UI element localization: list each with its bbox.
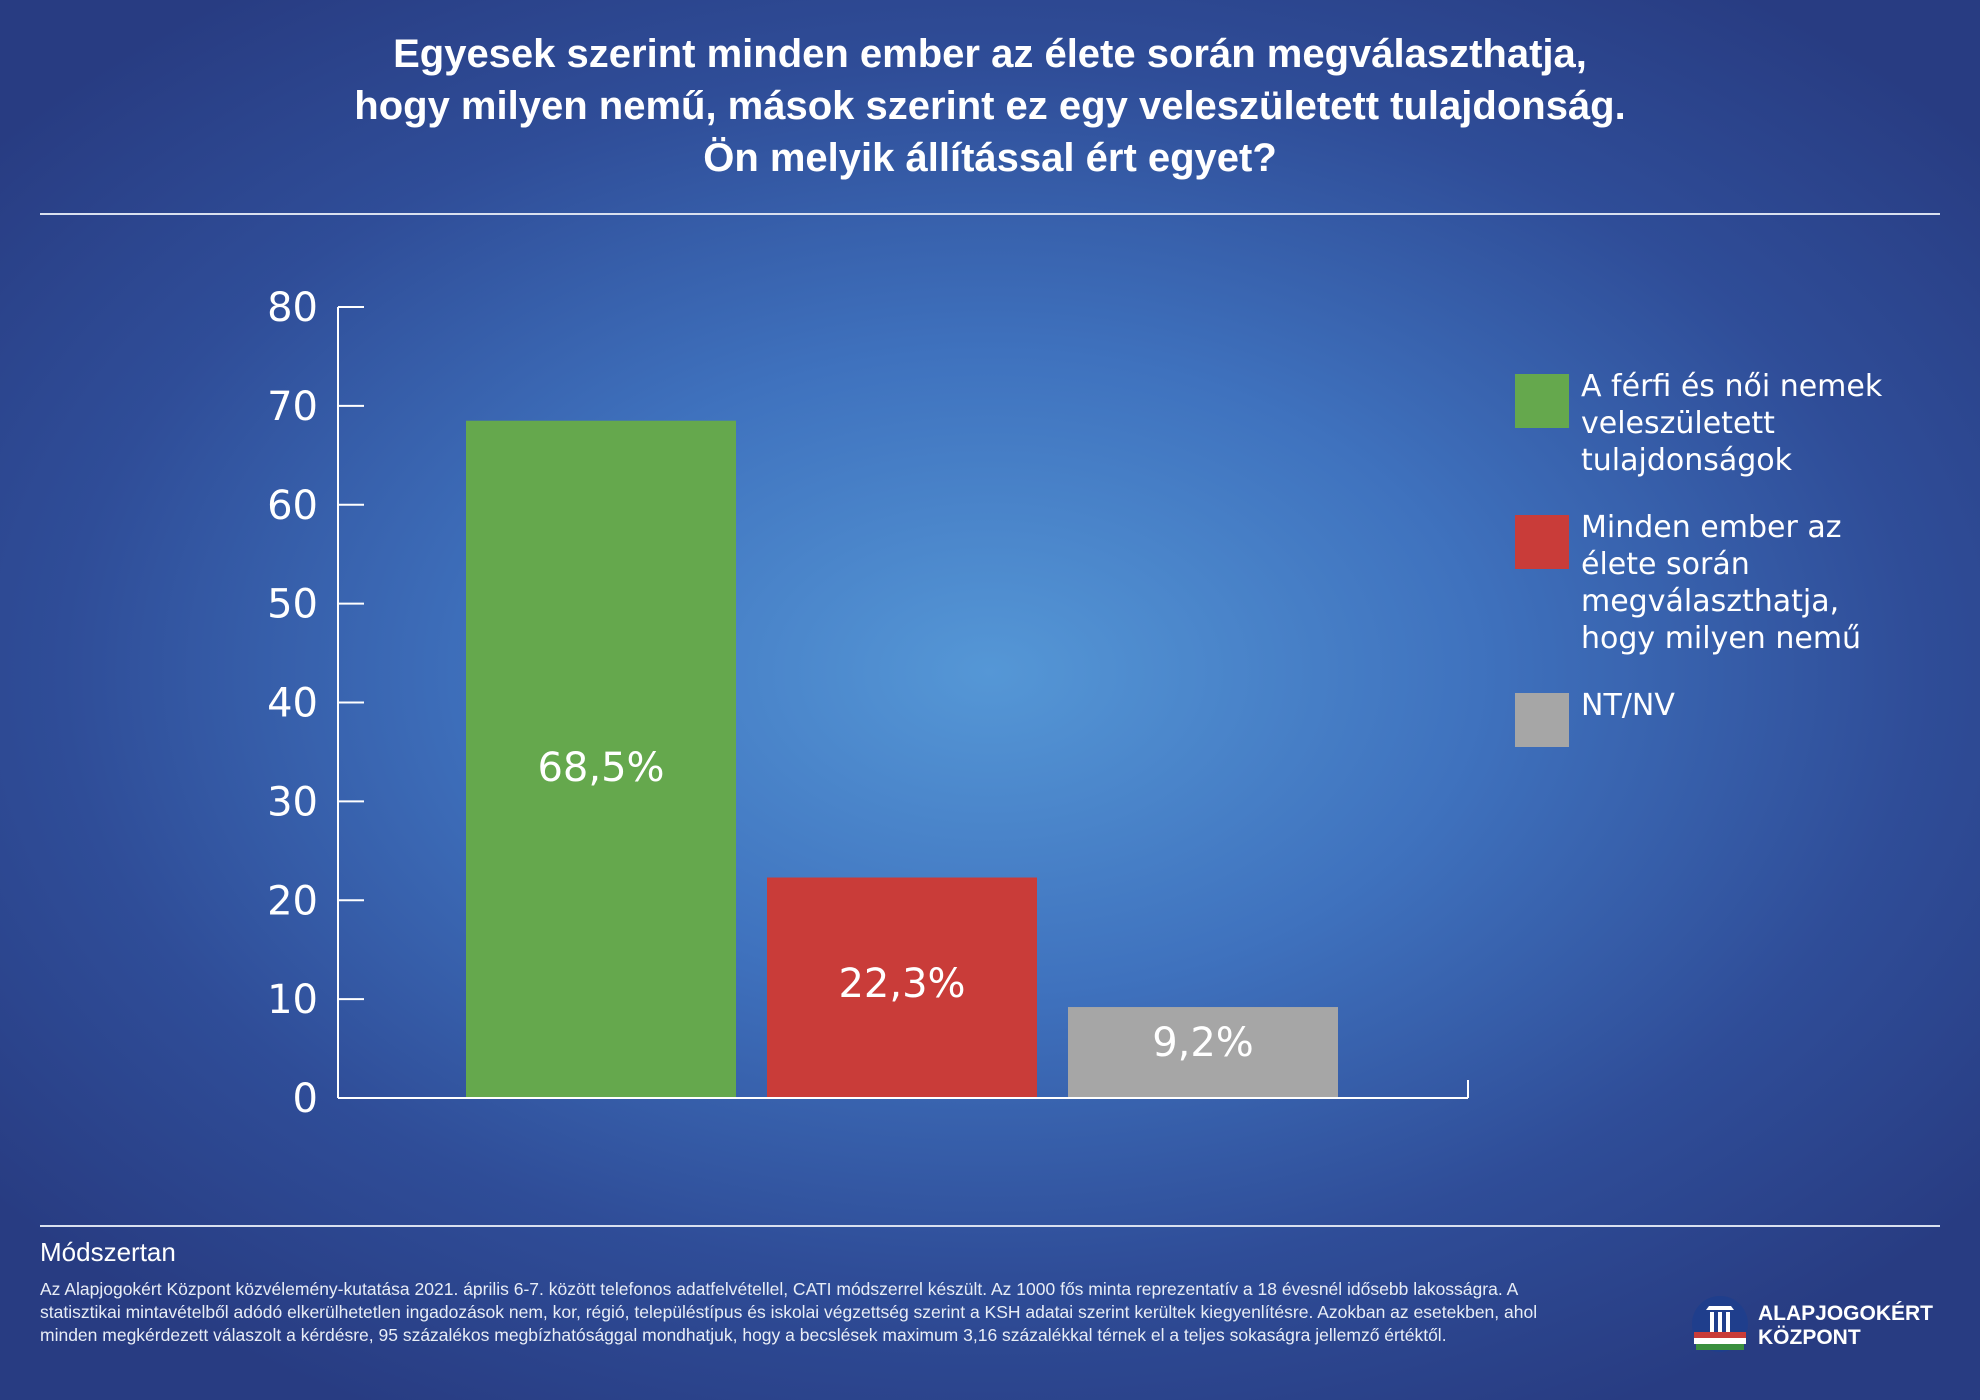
legend-item-innate: A férfi és női nemek veleszületett tulaj… [1515, 368, 1945, 479]
y-tick-label-40: 40 [267, 681, 318, 727]
logo-line-2: KÖZPONT [1758, 1326, 1861, 1349]
methodology-heading: Módszertan [40, 1237, 176, 1267]
chart-title-line-3: Ön melyik állítással ért egyet? [703, 136, 1277, 180]
logo-text: ALAPJOGOKÉRT KÖZPONT [1758, 1302, 1933, 1350]
y-tick-label-20: 20 [267, 878, 318, 924]
bar-dk-na [1068, 1007, 1338, 1098]
chart-title-line-2: hogy milyen nemű, mások szerint ez egy v… [354, 84, 1626, 128]
legend-swatch-choice [1515, 515, 1569, 569]
top-divider [40, 213, 1940, 215]
data-label-dk-na: 9,2% [1152, 1020, 1254, 1066]
chart-title: Egyesek szerint minden ember az élete so… [0, 28, 1980, 184]
organization-logo: ALAPJOGOKÉRT KÖZPONT [1690, 1292, 1950, 1356]
legend-swatch-dk-na [1515, 693, 1569, 747]
bar-innate [466, 420, 736, 1098]
legend-label-choice: Minden ember az élete során megválasztha… [1581, 510, 1862, 656]
y-tick-label-0: 0 [293, 1076, 318, 1122]
y-tick-label-50: 50 [267, 582, 318, 628]
y-tick-label-60: 60 [267, 483, 318, 529]
y-tick-label-80: 80 [267, 285, 318, 331]
legend-item-choice: Minden ember az élete során megválasztha… [1515, 509, 1945, 657]
y-tick-label-30: 30 [267, 779, 318, 825]
logo-line-1: ALAPJOGOKÉRT [1758, 1302, 1934, 1325]
methodology-text: Az Alapjogokért Központ közvélemény-kuta… [40, 1279, 1538, 1345]
legend-item-dk-na: NT/NV [1515, 687, 1945, 747]
bottom-divider [40, 1225, 1940, 1227]
y-tick-label-70: 70 [267, 384, 318, 430]
bar-choice [767, 877, 1037, 1098]
legend-swatch-innate [1515, 374, 1569, 428]
data-label-innate: 68,5% [537, 745, 664, 791]
data-label-choice: 22,3% [838, 961, 965, 1007]
chart-title-line-1: Egyesek szerint minden ember az élete so… [393, 32, 1587, 76]
legend-label-dk-na: NT/NV [1581, 688, 1675, 723]
pillar-emblem-icon [1692, 1296, 1748, 1352]
legend-label-innate: A férfi és női nemek veleszületett tulaj… [1581, 369, 1883, 478]
y-tick-label-10: 10 [267, 977, 318, 1023]
chart-legend: A férfi és női nemek veleszületett tulaj… [1515, 368, 1945, 754]
